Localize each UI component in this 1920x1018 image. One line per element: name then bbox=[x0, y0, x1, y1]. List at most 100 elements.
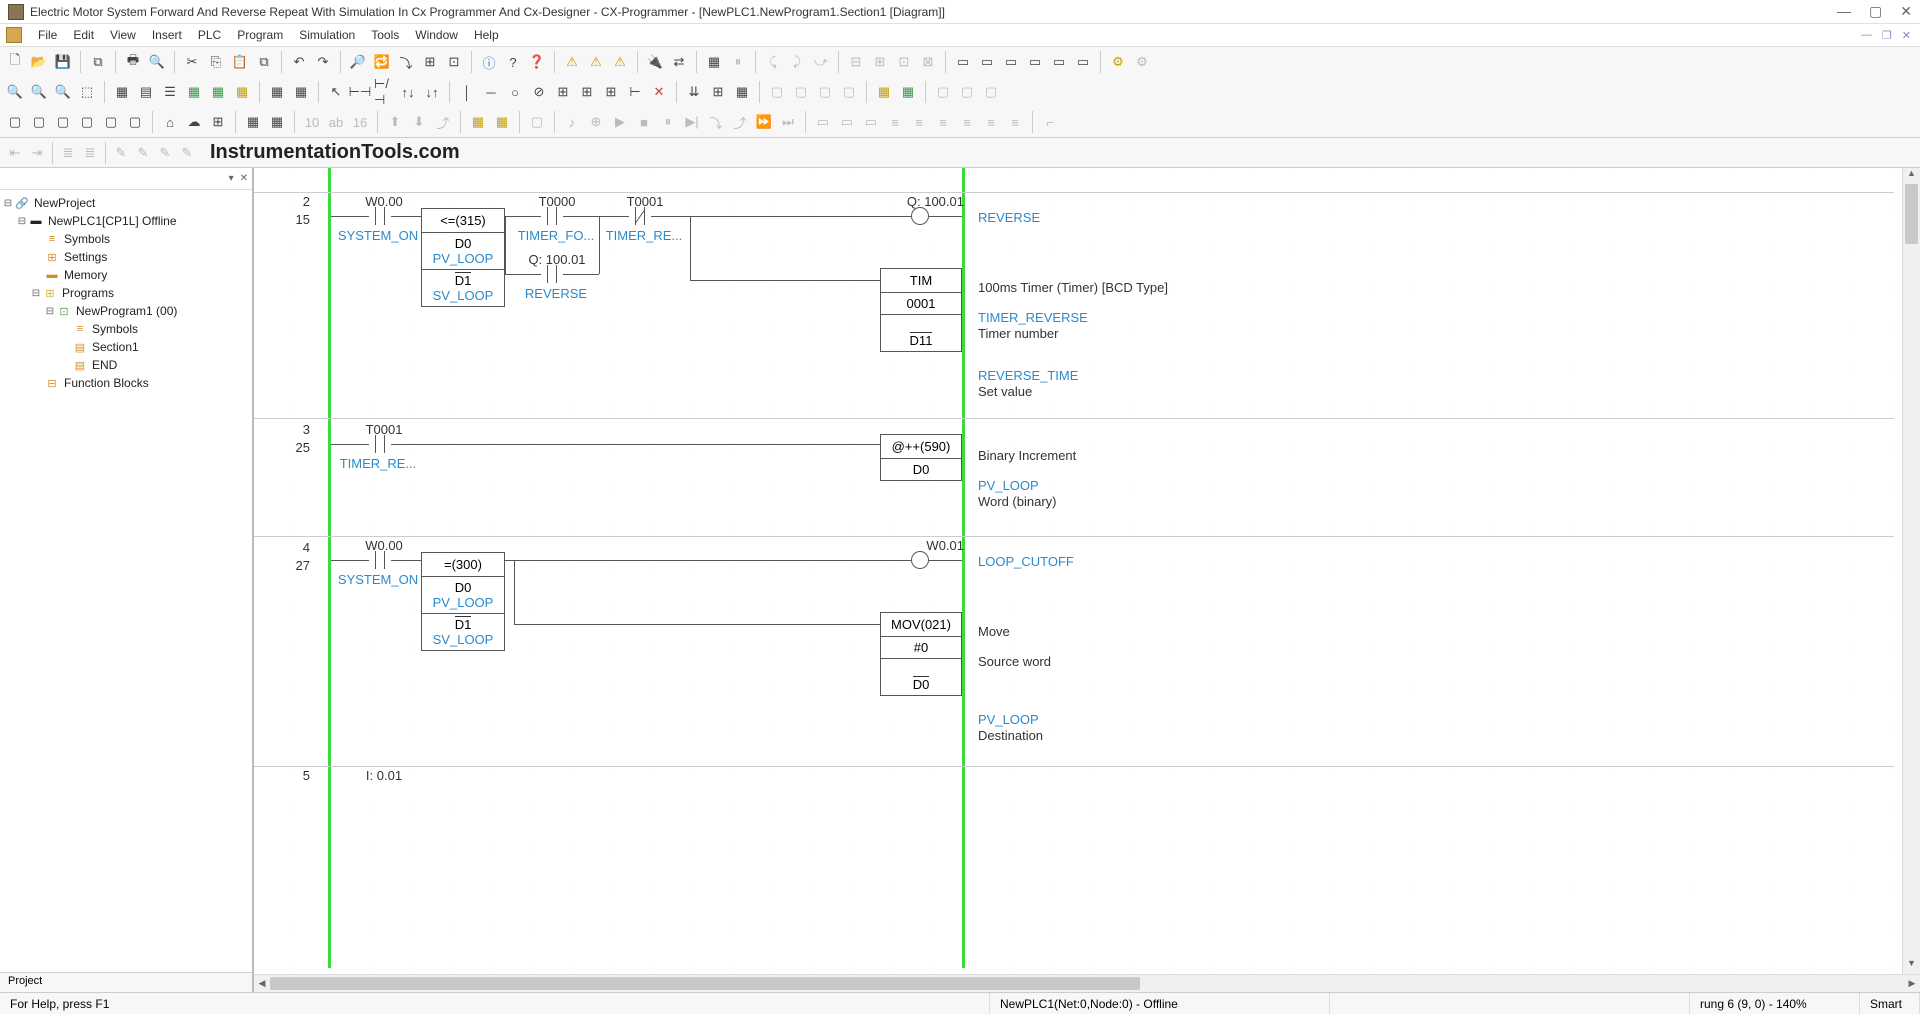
al3-icon[interactable]: ▭ bbox=[860, 111, 882, 133]
tree-program1[interactable]: ⊟⊡NewProgram1 (00) bbox=[2, 302, 250, 320]
force1-icon[interactable]: ⊟ bbox=[845, 51, 867, 73]
find-icon[interactable]: 🔎 bbox=[347, 51, 369, 73]
m1-icon[interactable]: ▢ bbox=[766, 81, 788, 103]
paste-icon[interactable]: 📋 bbox=[229, 51, 251, 73]
mem4-icon[interactable]: ▭ bbox=[1024, 51, 1046, 73]
menu-window[interactable]: Window bbox=[407, 28, 466, 42]
step2-icon[interactable]: ⤸ bbox=[786, 51, 808, 73]
force2-icon[interactable]: ⊞ bbox=[869, 51, 891, 73]
force3-icon[interactable]: ⊡ bbox=[893, 51, 915, 73]
copy-icon[interactable]: ⎘ bbox=[205, 51, 227, 73]
w10-icon[interactable]: ▦ bbox=[242, 111, 264, 133]
r2-contact-timer-re[interactable] bbox=[629, 207, 651, 225]
menu-program[interactable]: Program bbox=[229, 28, 291, 42]
ind2-icon[interactable]: ⇥ bbox=[26, 142, 48, 164]
r2-contact-system-on[interactable] bbox=[369, 207, 391, 225]
al1-icon[interactable]: ▭ bbox=[812, 111, 834, 133]
compare-icon[interactable]: ⧉ bbox=[87, 51, 109, 73]
new-icon[interactable]: 🗋 bbox=[4, 51, 26, 73]
al8-icon[interactable]: ≡ bbox=[980, 111, 1002, 133]
dl3-icon[interactable]: ▦ bbox=[731, 81, 753, 103]
w2-icon[interactable]: ▢ bbox=[28, 111, 50, 133]
maximize-button[interactable]: ▢ bbox=[1869, 3, 1882, 20]
w3-icon[interactable]: ▢ bbox=[52, 111, 74, 133]
warn1-icon[interactable]: ⚠ bbox=[561, 51, 583, 73]
ind1-icon[interactable]: ⇤ bbox=[4, 142, 26, 164]
w8-icon[interactable]: ☁ bbox=[183, 111, 205, 133]
al10-icon[interactable]: ⌐ bbox=[1039, 111, 1061, 133]
mem2-icon[interactable]: ▭ bbox=[976, 51, 998, 73]
zoom-in-icon[interactable]: 🔍 bbox=[28, 81, 50, 103]
m2-icon[interactable]: ▢ bbox=[790, 81, 812, 103]
w4-icon[interactable]: ▢ bbox=[76, 111, 98, 133]
mem5-icon[interactable]: ▭ bbox=[1048, 51, 1070, 73]
force4-icon[interactable]: ⊠ bbox=[917, 51, 939, 73]
d3-icon[interactable]: ▢ bbox=[980, 81, 1002, 103]
sim1-icon[interactable]: ⚙ bbox=[1107, 51, 1129, 73]
r3-contact-timer-re[interactable] bbox=[369, 435, 391, 453]
view3-icon[interactable]: ☰ bbox=[159, 81, 181, 103]
tree-section1[interactable]: ▤Section1 bbox=[2, 338, 250, 356]
contact-n-icon[interactable]: ↓↑ bbox=[421, 81, 443, 103]
n16-icon[interactable]: 16 bbox=[349, 111, 371, 133]
preview-icon[interactable]: 🔍 bbox=[146, 51, 168, 73]
w5-icon[interactable]: ▢ bbox=[100, 111, 122, 133]
r2-tim-box[interactable]: TIM 0001 D11 bbox=[880, 268, 962, 352]
al9-icon[interactable]: ≡ bbox=[1004, 111, 1026, 133]
ind6-icon[interactable]: ✎ bbox=[132, 142, 154, 164]
func4-icon[interactable]: ⊢ bbox=[624, 81, 646, 103]
c2-icon[interactable]: ▦ bbox=[897, 81, 919, 103]
tree-symbols[interactable]: ≡Symbols bbox=[2, 230, 250, 248]
dl2-icon[interactable]: ⊞ bbox=[707, 81, 729, 103]
stop-icon[interactable]: ■ bbox=[633, 111, 655, 133]
d1-icon[interactable]: ▢ bbox=[932, 81, 954, 103]
r2-compare-box[interactable]: <=(315) D0PV_LOOP D1SV_LOOP bbox=[421, 208, 505, 307]
coil-nc-icon[interactable]: ⊘ bbox=[528, 81, 550, 103]
close-button[interactable]: ✕ bbox=[1900, 3, 1912, 20]
w9-icon[interactable]: ⊞ bbox=[207, 111, 229, 133]
func2-icon[interactable]: ⊞ bbox=[576, 81, 598, 103]
delete-icon[interactable]: ⧉ bbox=[253, 51, 275, 73]
tree-settings[interactable]: ⊞Settings bbox=[2, 248, 250, 266]
r2-contact-timer-fo[interactable] bbox=[541, 207, 563, 225]
pause-icon[interactable]: ⏸ bbox=[727, 51, 749, 73]
ar1-icon[interactable]: ⬆ bbox=[384, 111, 406, 133]
tree-fb[interactable]: ⊟Function Blocks bbox=[2, 374, 250, 392]
al6-icon[interactable]: ≡ bbox=[932, 111, 954, 133]
n12-icon[interactable]: ab bbox=[325, 111, 347, 133]
ind5-icon[interactable]: ✎ bbox=[110, 142, 132, 164]
ar2-icon[interactable]: ⬇ bbox=[408, 111, 430, 133]
online-icon[interactable]: 🔌 bbox=[644, 51, 666, 73]
mdi-restore-button[interactable]: ❐ bbox=[1879, 29, 1895, 42]
p2-icon[interactable]: ♪ bbox=[561, 111, 583, 133]
sim2-icon[interactable]: ⚙ bbox=[1131, 51, 1153, 73]
contact-nc-icon[interactable]: ⊢/⊣ bbox=[373, 81, 395, 103]
xref-icon[interactable]: ⊞ bbox=[419, 51, 441, 73]
func-icon[interactable]: ⊞ bbox=[552, 81, 574, 103]
r4-contact-system-on[interactable] bbox=[369, 551, 391, 569]
menu-file[interactable]: File bbox=[30, 28, 65, 42]
menu-help[interactable]: Help bbox=[466, 28, 507, 42]
r3-inc-box[interactable]: @++(590) D0 bbox=[880, 434, 962, 481]
watch-icon[interactable]: ⊡ bbox=[443, 51, 465, 73]
func3-icon[interactable]: ⊞ bbox=[600, 81, 622, 103]
step-out-icon[interactable]: ⤴ bbox=[729, 111, 751, 133]
ladder-diagram[interactable]: 2 15 W0.00 SYSTEM_ON <=(315) D0PV_LOOP D… bbox=[254, 168, 1894, 968]
vline-icon[interactable]: │ bbox=[456, 81, 478, 103]
ind7-icon[interactable]: ✎ bbox=[154, 142, 176, 164]
mem1-icon[interactable]: ▭ bbox=[952, 51, 974, 73]
w6-icon[interactable]: ▢ bbox=[124, 111, 146, 133]
ff-icon[interactable]: ⏩ bbox=[753, 111, 775, 133]
p1-icon[interactable]: ▢ bbox=[526, 111, 548, 133]
ind4-icon[interactable]: ≣ bbox=[79, 142, 101, 164]
whatsthis-icon[interactable]: ❓ bbox=[526, 51, 548, 73]
open-icon[interactable]: 📂 bbox=[28, 51, 50, 73]
tree-prog-symbols[interactable]: ≡Symbols bbox=[2, 320, 250, 338]
r4-mov-box[interactable]: MOV(021) #0 D0 bbox=[880, 612, 962, 696]
mdi-minimize-button[interactable]: — bbox=[1858, 29, 1875, 42]
warn3-icon[interactable]: ⚠ bbox=[609, 51, 631, 73]
project-tree[interactable]: ⊟🔗NewProject ⊟▬NewPLC1[CP1L] Offline ≡Sy… bbox=[0, 190, 252, 972]
del-line-icon[interactable]: ✕ bbox=[648, 81, 670, 103]
minimize-button[interactable]: — bbox=[1837, 3, 1851, 20]
print-icon[interactable]: 🖶 bbox=[122, 51, 144, 73]
